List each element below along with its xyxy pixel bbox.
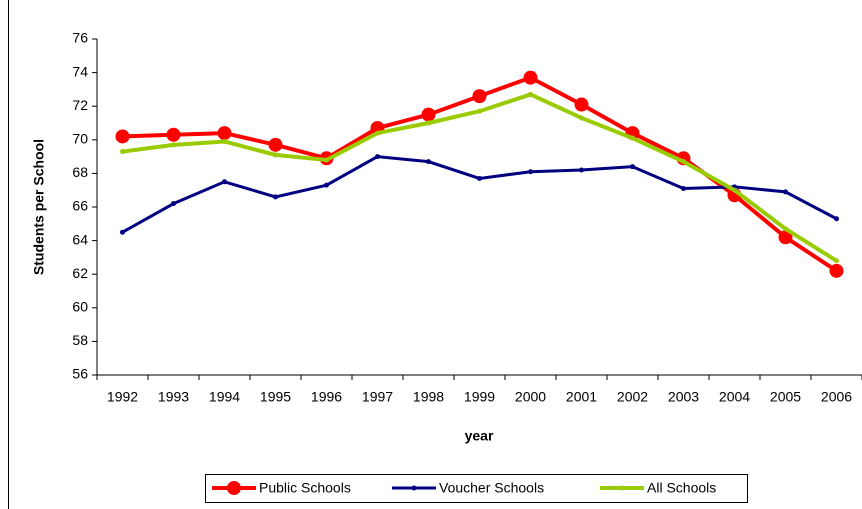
legend-marker bbox=[619, 485, 625, 491]
point bbox=[375, 130, 380, 136]
point bbox=[834, 216, 839, 222]
point bbox=[523, 70, 538, 85]
point bbox=[421, 107, 436, 122]
y-tick-label: 70 bbox=[72, 131, 88, 147]
point bbox=[222, 179, 227, 185]
point bbox=[426, 120, 431, 126]
x-tick-label: 2001 bbox=[566, 389, 597, 405]
y-tick-label: 74 bbox=[72, 63, 88, 79]
x-tick-label: 1995 bbox=[260, 389, 291, 405]
point bbox=[171, 142, 176, 148]
point bbox=[375, 154, 380, 160]
series-line bbox=[122, 75, 838, 273]
point bbox=[630, 164, 635, 170]
point bbox=[528, 91, 533, 97]
point bbox=[630, 135, 635, 141]
point bbox=[268, 137, 283, 152]
x-tick-label: 2005 bbox=[770, 389, 801, 405]
y-tick-label: 64 bbox=[72, 231, 88, 247]
x-tick-label: 2002 bbox=[617, 389, 648, 405]
point bbox=[120, 229, 125, 235]
point bbox=[829, 263, 844, 278]
point bbox=[115, 129, 130, 144]
point bbox=[273, 152, 278, 158]
legend-label: All Schools bbox=[647, 480, 716, 496]
point bbox=[324, 157, 329, 163]
y-axis-label: Students per School bbox=[31, 139, 47, 275]
point bbox=[324, 182, 329, 188]
y-tick-label: 68 bbox=[72, 164, 88, 180]
x-axis-label: year bbox=[465, 428, 494, 444]
point bbox=[477, 175, 482, 181]
legend-marker bbox=[411, 485, 417, 491]
point bbox=[273, 194, 278, 200]
point bbox=[778, 230, 793, 245]
point bbox=[472, 89, 487, 104]
y-tick-label: 76 bbox=[72, 30, 88, 46]
point bbox=[120, 149, 125, 155]
x-tick-label: 1993 bbox=[158, 389, 189, 405]
x-tick-label: 1996 bbox=[311, 389, 342, 405]
y-tick-label: 72 bbox=[72, 97, 88, 113]
y-tick-label: 62 bbox=[72, 265, 88, 281]
y-tick-label: 58 bbox=[72, 332, 88, 348]
x-tick-label: 1999 bbox=[464, 389, 495, 405]
point bbox=[681, 186, 686, 192]
x-tick-label: 2003 bbox=[668, 389, 699, 405]
x-tick-label: 1994 bbox=[209, 389, 240, 405]
point bbox=[171, 201, 176, 207]
point bbox=[834, 258, 839, 264]
x-tick-label: 1998 bbox=[413, 389, 444, 405]
x-tick-label: 2000 bbox=[515, 389, 546, 405]
x-tick-label: 2004 bbox=[719, 389, 750, 405]
y-tick-label: 60 bbox=[72, 299, 88, 315]
point bbox=[222, 138, 227, 144]
y-tick-label: 66 bbox=[72, 198, 88, 214]
point bbox=[217, 126, 232, 141]
point bbox=[783, 226, 788, 232]
legend-label: Public Schools bbox=[259, 480, 351, 496]
legend-marker bbox=[227, 481, 241, 495]
point bbox=[477, 108, 482, 114]
point bbox=[579, 115, 584, 121]
legend-label: Voucher Schools bbox=[439, 480, 544, 496]
point bbox=[732, 187, 737, 193]
point bbox=[579, 167, 584, 173]
point bbox=[528, 169, 533, 175]
x-tick-label: 2006 bbox=[821, 389, 852, 405]
point bbox=[783, 189, 788, 195]
legend-box bbox=[205, 474, 748, 503]
point bbox=[574, 97, 589, 112]
x-tick-label: 1997 bbox=[362, 389, 393, 405]
y-tick-label: 56 bbox=[72, 366, 88, 382]
x-tick-label: 1992 bbox=[107, 389, 138, 405]
point bbox=[166, 127, 181, 142]
point bbox=[681, 159, 686, 165]
point bbox=[426, 159, 431, 165]
